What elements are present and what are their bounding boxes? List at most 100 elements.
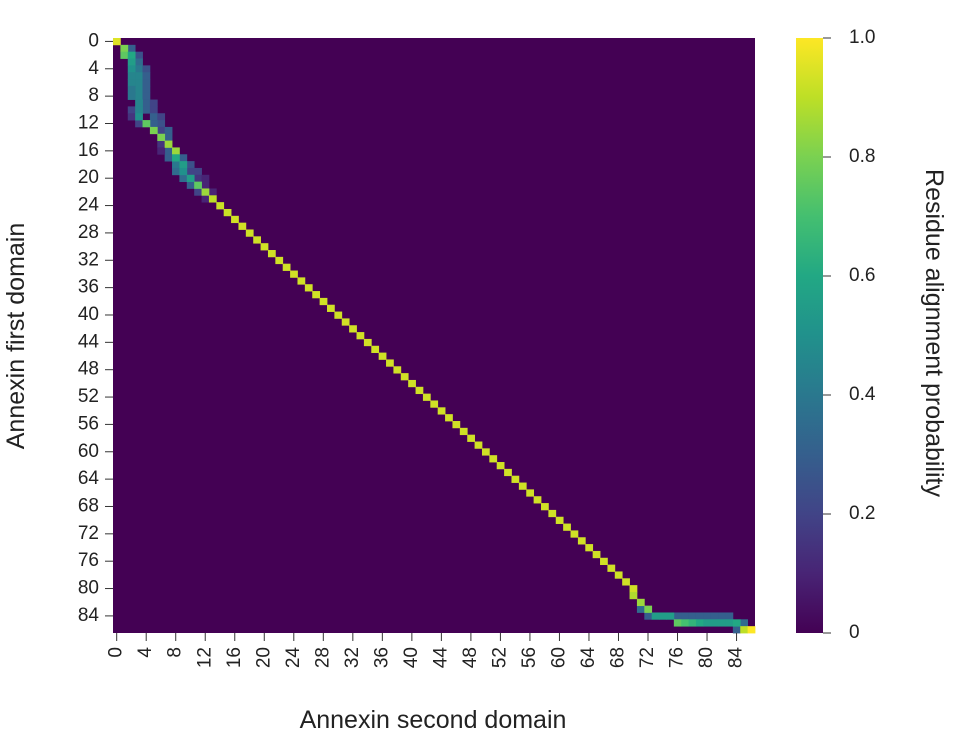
heatmap-cell xyxy=(142,99,151,107)
y-tick-label: 12 xyxy=(78,113,99,134)
y-tick-label: 60 xyxy=(78,441,99,462)
heatmap-cell xyxy=(459,427,468,436)
x-tick-label: 28 xyxy=(312,647,333,668)
heatmap-cell xyxy=(607,564,616,572)
heatmap-cell xyxy=(149,99,158,107)
heatmap-cell xyxy=(275,256,284,265)
heatmap-cell xyxy=(393,366,402,374)
heatmap-cell xyxy=(592,550,601,559)
heatmap-cell xyxy=(127,92,136,100)
colorbar-axis: 0 0.2 0.4 0.6 0.8 1.0 xyxy=(823,27,876,643)
heatmap-cell xyxy=(481,448,490,456)
heatmap-cell xyxy=(142,120,151,128)
heatmap-cell xyxy=(386,359,394,367)
heatmap-cell xyxy=(496,462,505,470)
x-tick-label: 56 xyxy=(519,647,540,668)
x-tick-label: 60 xyxy=(548,647,569,668)
heatmap-cell xyxy=(127,51,136,59)
heatmap-cell xyxy=(172,161,180,169)
heatmap-cell xyxy=(400,373,409,381)
x-tick-label: 44 xyxy=(430,647,451,669)
heatmap-cell xyxy=(245,229,254,237)
heatmap-cell xyxy=(304,284,313,292)
heatmap-cell xyxy=(208,188,217,196)
heatmap-cell xyxy=(157,126,166,135)
heatmap-cell xyxy=(135,51,143,59)
heatmap-cell xyxy=(142,72,151,80)
heatmap-cell xyxy=(201,181,210,189)
x-tick-label: 64 xyxy=(578,647,599,669)
heatmap-cell xyxy=(636,598,645,607)
x-tick-label: 40 xyxy=(401,647,422,668)
heatmap-cell xyxy=(518,482,527,490)
heatmap-cell xyxy=(179,154,188,162)
heatmap-cell xyxy=(164,133,173,141)
heatmap-cell xyxy=(127,72,136,80)
heatmap-cell xyxy=(378,352,387,360)
x-tick-label: 84 xyxy=(726,647,747,669)
heatmap-cell xyxy=(740,619,749,627)
x-tick-label: 76 xyxy=(667,647,688,668)
heatmap-cell xyxy=(356,332,365,340)
x-tick-label: 8 xyxy=(165,647,186,658)
heatmap-cell xyxy=(740,626,749,634)
heatmap-cell xyxy=(149,106,158,114)
heatmap-cell xyxy=(127,85,136,94)
heatmap-cell xyxy=(681,619,689,627)
heatmap-cell xyxy=(563,523,571,531)
y-tick-label: 8 xyxy=(88,85,99,106)
heatmap-cell xyxy=(120,44,129,53)
heatmap-cell xyxy=(452,420,461,429)
heatmap-cell xyxy=(179,167,188,176)
heatmap-cell xyxy=(688,619,697,627)
colorbar-tick-label: 1.0 xyxy=(849,27,875,48)
heatmap-cell xyxy=(142,106,151,114)
y-tick-label: 84 xyxy=(78,605,100,626)
y-tick-label: 32 xyxy=(78,249,99,270)
y-axis: 0481216202428323640444852566064687276808… xyxy=(78,30,113,626)
heatmap-cell xyxy=(135,113,143,121)
heatmap-cell xyxy=(127,65,136,73)
x-tick-label: 16 xyxy=(224,647,245,668)
heatmap-cell xyxy=(149,120,158,128)
heatmap-cell xyxy=(231,215,239,224)
heatmap-cell xyxy=(253,236,261,244)
heatmap-cell xyxy=(725,619,734,627)
heatmap-cell xyxy=(430,400,439,408)
heatmap-cell xyxy=(194,167,202,176)
x-tick-label: 52 xyxy=(489,647,510,668)
heatmap-cell xyxy=(327,304,335,312)
heatmap-cell xyxy=(570,530,579,538)
y-tick-label: 52 xyxy=(78,386,99,407)
heatmap-cell xyxy=(622,578,630,586)
heatmap-cell xyxy=(194,188,202,196)
y-tick-label: 4 xyxy=(88,58,99,79)
heatmap-cell xyxy=(208,195,217,203)
heatmap-cell xyxy=(312,291,321,299)
y-tick-label: 56 xyxy=(78,413,99,434)
heatmap-cell xyxy=(437,407,446,415)
heatmap-cell xyxy=(695,612,704,620)
heatmap-cell xyxy=(135,85,143,94)
heatmap-cell xyxy=(179,161,188,169)
heatmap-cell xyxy=(201,188,210,196)
heatmap-cell xyxy=(371,345,380,353)
colorbar-tick-label: 0.4 xyxy=(849,384,876,405)
y-tick-label: 68 xyxy=(78,495,99,516)
heatmap-cell xyxy=(636,605,645,613)
heatmap-cell xyxy=(511,475,520,483)
y-tick-label: 72 xyxy=(78,523,99,544)
x-tick-label: 20 xyxy=(253,647,274,668)
heatmap-cell xyxy=(135,92,143,100)
heatmap-cell xyxy=(201,195,210,203)
heatmap-cell xyxy=(201,174,210,183)
heatmap-cell xyxy=(577,537,586,545)
y-tick-label: 40 xyxy=(78,304,99,325)
heatmap-cell xyxy=(408,379,416,388)
y-tick-label: 48 xyxy=(78,359,99,380)
x-axis: 0 4 8 12 16 20 24 28 32 36 40 44 48 52 56 60 64 68 72 76 80 8… xyxy=(106,633,747,668)
x-tick-label: 4 xyxy=(135,647,156,658)
heatmap-cell xyxy=(216,202,225,210)
